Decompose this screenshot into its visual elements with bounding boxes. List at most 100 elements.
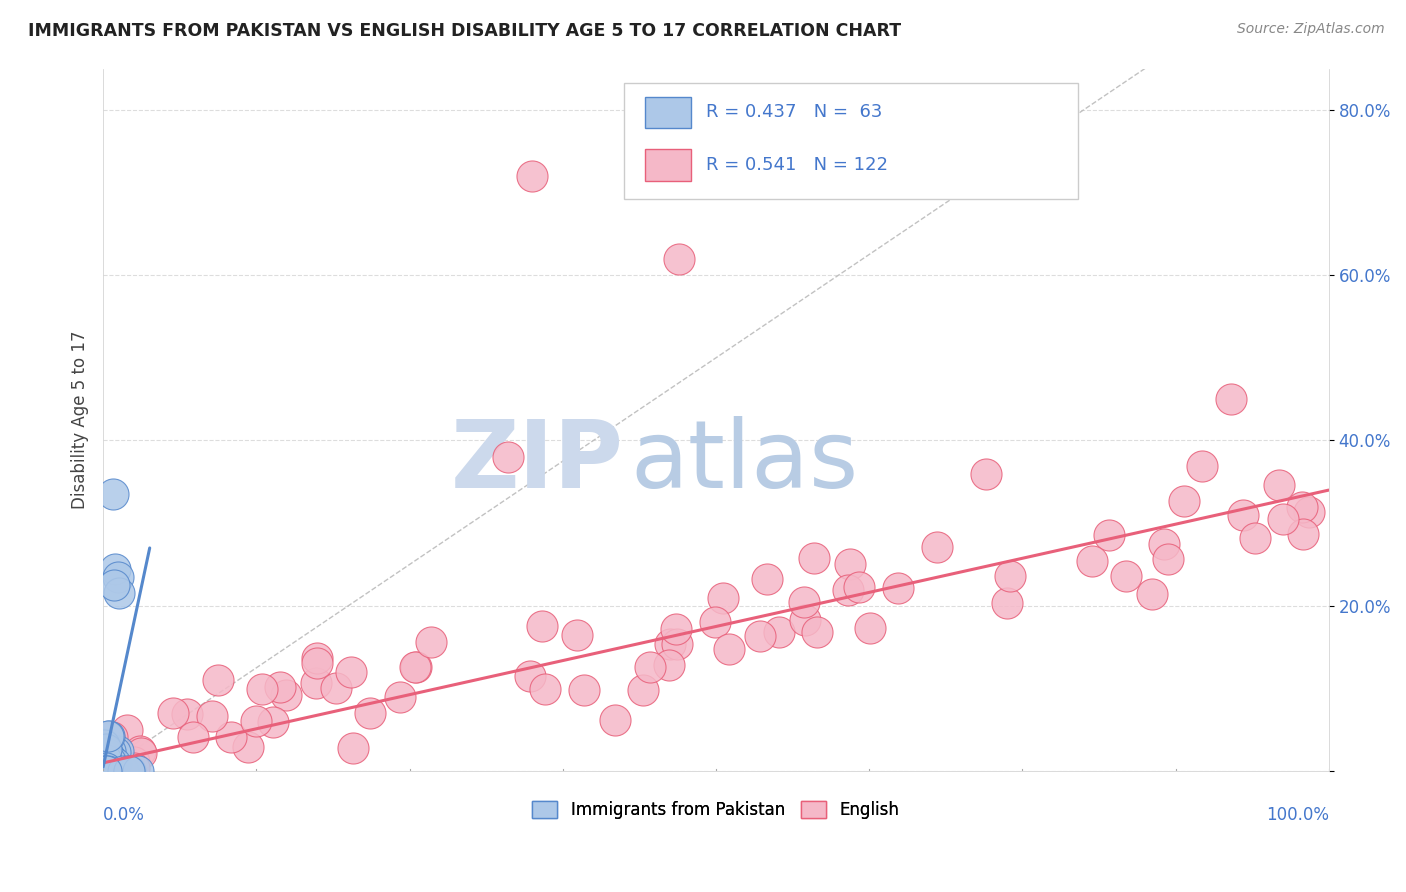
Point <box>108 586 131 600</box>
Point <box>245 714 267 728</box>
Point <box>103 761 125 775</box>
Point <box>96 758 118 772</box>
Point <box>96 760 118 774</box>
Point <box>98 755 121 769</box>
Point <box>93 752 115 766</box>
Point <box>219 730 242 744</box>
Point <box>96 754 118 768</box>
Point <box>269 680 291 694</box>
Point <box>93 739 115 753</box>
Point <box>104 758 127 772</box>
Point <box>839 557 862 571</box>
Point <box>274 688 297 702</box>
Point <box>207 673 229 688</box>
Point <box>1291 500 1313 514</box>
Point <box>1115 569 1137 583</box>
Point <box>93 758 115 772</box>
Point <box>1219 392 1241 406</box>
Point <box>389 690 412 705</box>
Point <box>93 764 115 778</box>
Point <box>307 657 329 671</box>
Point <box>104 561 127 575</box>
Point <box>105 760 128 774</box>
Point <box>97 739 120 754</box>
Point <box>110 762 132 776</box>
Point <box>339 665 361 679</box>
Point <box>531 619 554 633</box>
Point <box>93 756 115 770</box>
Point <box>1081 553 1104 567</box>
Point <box>1153 537 1175 551</box>
Point <box>97 731 120 745</box>
Point <box>104 759 127 773</box>
Point <box>93 760 115 774</box>
Point <box>104 746 127 760</box>
Point <box>98 751 121 765</box>
Point <box>605 713 627 727</box>
Point <box>638 659 661 673</box>
Point <box>112 762 135 776</box>
Point <box>995 596 1018 610</box>
Point <box>93 737 115 751</box>
Point <box>91 756 114 771</box>
Y-axis label: Disability Age 5 to 17: Disability Age 5 to 17 <box>72 331 89 509</box>
Point <box>94 762 117 776</box>
Point <box>803 551 825 566</box>
Text: R = 0.541   N = 122: R = 0.541 N = 122 <box>706 156 889 174</box>
Point <box>105 757 128 772</box>
Point <box>565 628 588 642</box>
Point <box>91 759 114 773</box>
Point <box>658 637 681 651</box>
Point <box>117 763 139 777</box>
Point <box>848 580 870 594</box>
Point <box>107 763 129 777</box>
Point <box>94 756 117 770</box>
Point <box>496 450 519 464</box>
Point <box>1140 587 1163 601</box>
Point <box>93 762 115 776</box>
Point <box>127 764 149 779</box>
Point <box>122 755 145 769</box>
FancyBboxPatch shape <box>624 83 1077 199</box>
Point <box>98 744 121 758</box>
Point <box>100 756 122 771</box>
Point <box>103 578 125 592</box>
Point <box>94 764 117 778</box>
Point <box>96 744 118 758</box>
Point <box>96 756 118 771</box>
Point <box>104 764 127 778</box>
Point <box>101 487 124 501</box>
Point <box>794 613 817 627</box>
Point <box>1292 527 1315 541</box>
Point <box>665 622 688 636</box>
Point <box>668 252 690 266</box>
Point <box>520 169 543 183</box>
Point <box>94 753 117 767</box>
Point <box>97 762 120 776</box>
Point <box>107 570 129 584</box>
Point <box>110 746 132 760</box>
Point <box>533 681 555 696</box>
Point <box>97 746 120 760</box>
Point <box>262 715 284 730</box>
Point <box>806 624 828 639</box>
Point <box>96 762 118 776</box>
Point <box>93 746 115 760</box>
Point <box>96 763 118 777</box>
Point <box>96 763 118 777</box>
Point <box>98 764 121 778</box>
Point <box>97 743 120 757</box>
Point <box>94 763 117 777</box>
Point <box>93 764 115 779</box>
Point <box>97 764 120 779</box>
Point <box>98 731 121 746</box>
Text: IMMIGRANTS FROM PAKISTAN VS ENGLISH DISABILITY AGE 5 TO 17 CORRELATION CHART: IMMIGRANTS FROM PAKISTAN VS ENGLISH DISA… <box>28 22 901 40</box>
Point <box>176 706 198 721</box>
Point <box>94 763 117 777</box>
FancyBboxPatch shape <box>645 96 692 128</box>
Text: ZIP: ZIP <box>451 416 624 508</box>
Point <box>93 763 115 777</box>
Point <box>665 637 688 651</box>
Point <box>658 658 681 673</box>
Point <box>998 569 1021 583</box>
